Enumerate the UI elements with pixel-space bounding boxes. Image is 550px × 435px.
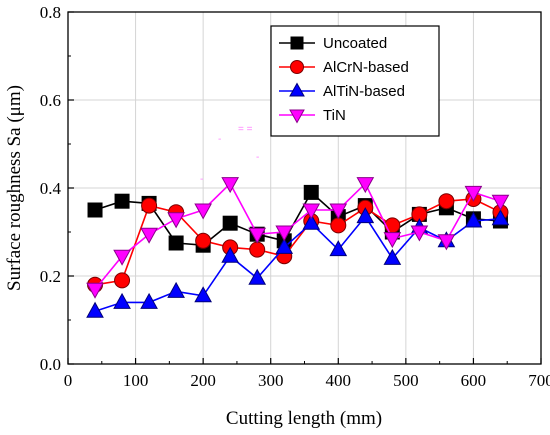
data-point	[275, 225, 294, 242]
y-tick-label: 0.4	[40, 179, 62, 198]
legend: Uncoated AlCrN-based AlTiN-based TiN	[270, 25, 440, 137]
data-point	[167, 281, 185, 298]
data-point	[464, 185, 483, 202]
data-point	[222, 215, 238, 231]
x-tick-label: 300	[258, 371, 284, 390]
data-point	[330, 217, 347, 234]
data-point	[87, 202, 103, 218]
data-point	[303, 184, 319, 200]
annotation-mark: -	[218, 134, 221, 145]
legend-marker	[290, 36, 304, 50]
data-point	[249, 241, 266, 258]
data-point	[302, 213, 321, 230]
x-tick-label: 0	[64, 371, 73, 390]
series-altin-based	[86, 207, 510, 318]
data-point	[194, 203, 212, 220]
data-point	[113, 249, 131, 266]
series-line	[94, 215, 501, 312]
legend-item-alcrn-based: AlCrN-based	[279, 59, 409, 76]
data-point	[410, 225, 429, 242]
annotation-mark: -	[256, 152, 259, 163]
series-line	[94, 182, 501, 290]
legend-marker	[289, 82, 305, 97]
annotation-mark: -	[200, 174, 203, 185]
data-point	[167, 212, 185, 229]
annotation-layer: = = - - -	[200, 124, 259, 185]
data-point	[356, 177, 375, 194]
x-axis: 0 100 200 300 400 500 600 700	[64, 358, 550, 390]
data-point	[383, 232, 402, 249]
data-point	[437, 234, 456, 251]
data-point	[221, 177, 240, 194]
y-axis: 0.0 0.2 0.4 0.6 0.8	[40, 3, 74, 374]
data-point	[383, 248, 402, 265]
series-line	[94, 198, 501, 286]
y-tick-label: 0.6	[40, 91, 61, 110]
x-axis-title: Cutting length (mm)	[226, 408, 382, 429]
y-tick-label: 0.8	[40, 3, 61, 22]
data-point	[356, 207, 375, 224]
data-point	[464, 211, 483, 228]
data-point	[114, 193, 130, 209]
legend-marker	[290, 60, 304, 74]
x-tick-label: 200	[190, 371, 216, 390]
y-tick-label: 0.2	[40, 267, 61, 286]
x-tick-label: 100	[123, 371, 149, 390]
data-point	[140, 292, 158, 309]
legend-label: AlTiN-based	[323, 83, 405, 100]
data-point	[438, 193, 455, 210]
data-point	[113, 292, 131, 309]
y-axis-title: Surface roughness Sa (μm)	[4, 85, 25, 291]
legend-item-tin: TiN	[279, 107, 346, 124]
series-layer	[86, 177, 510, 318]
legend-item-altin-based: AlTiN-based	[279, 82, 405, 100]
data-point	[491, 194, 510, 211]
series-tin	[86, 177, 510, 299]
data-point	[140, 227, 158, 244]
data-point	[141, 197, 158, 214]
data-point	[194, 286, 212, 303]
x-tick-label: 700	[528, 371, 550, 390]
data-point	[86, 282, 104, 299]
legend-label: TiN	[323, 107, 346, 124]
data-point	[195, 232, 212, 249]
data-point	[384, 217, 401, 234]
x-tick-label: 500	[393, 371, 419, 390]
data-point	[302, 203, 321, 220]
data-point	[168, 235, 184, 251]
data-point	[329, 240, 348, 257]
legend-item-uncoated: Uncoated	[279, 35, 387, 52]
data-point	[248, 227, 267, 244]
data-point	[114, 272, 131, 289]
legend-label: AlCrN-based	[323, 59, 409, 76]
x-tick-label: 600	[461, 371, 487, 390]
annotation-mark: = =	[238, 124, 253, 135]
data-point	[221, 246, 240, 263]
legend-marker	[289, 109, 305, 124]
data-point	[491, 209, 510, 226]
legend-label: Uncoated	[323, 35, 387, 52]
data-point	[329, 203, 348, 220]
data-point	[86, 301, 104, 318]
y-tick-label: 0.0	[40, 355, 61, 374]
x-tick-label: 400	[326, 371, 352, 390]
data-point	[248, 268, 267, 285]
series-line	[94, 191, 501, 247]
data-point	[275, 237, 294, 254]
